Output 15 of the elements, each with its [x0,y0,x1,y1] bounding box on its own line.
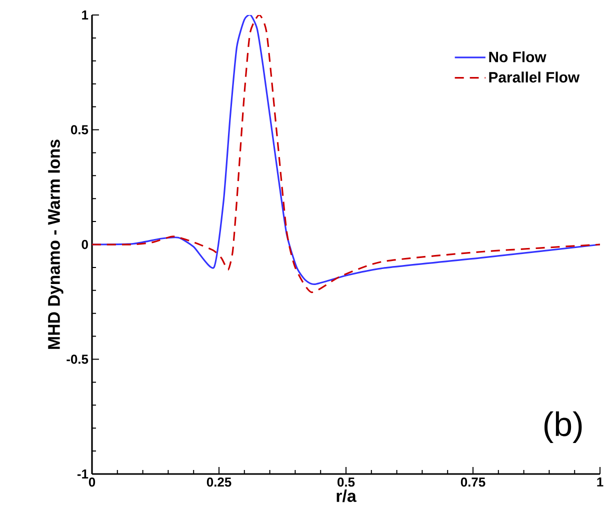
x-tick-label: 0 [88,478,96,487]
y-tick-label: 0.5 [70,125,88,134]
legend-label: No Flow [489,51,546,62]
x-tick-label: 0.25 [206,478,232,487]
y-tick-label: -1 [77,470,88,478]
legend-label: Parallel Flow [489,72,580,83]
x-axis-title: r/a [336,490,356,502]
annotation: (b) [544,411,582,443]
y-axis-title: MHD Dynamo - Warm Ions [48,140,64,349]
y-tick-label: -0.5 [66,354,88,364]
x-tick-label: 1 [597,478,604,486]
y-tick-label: 1 [82,10,88,20]
x-tick-label: 0.5 [338,478,355,487]
y-tick-label: 0 [82,240,88,250]
x-tick-label: 0.75 [460,478,486,487]
